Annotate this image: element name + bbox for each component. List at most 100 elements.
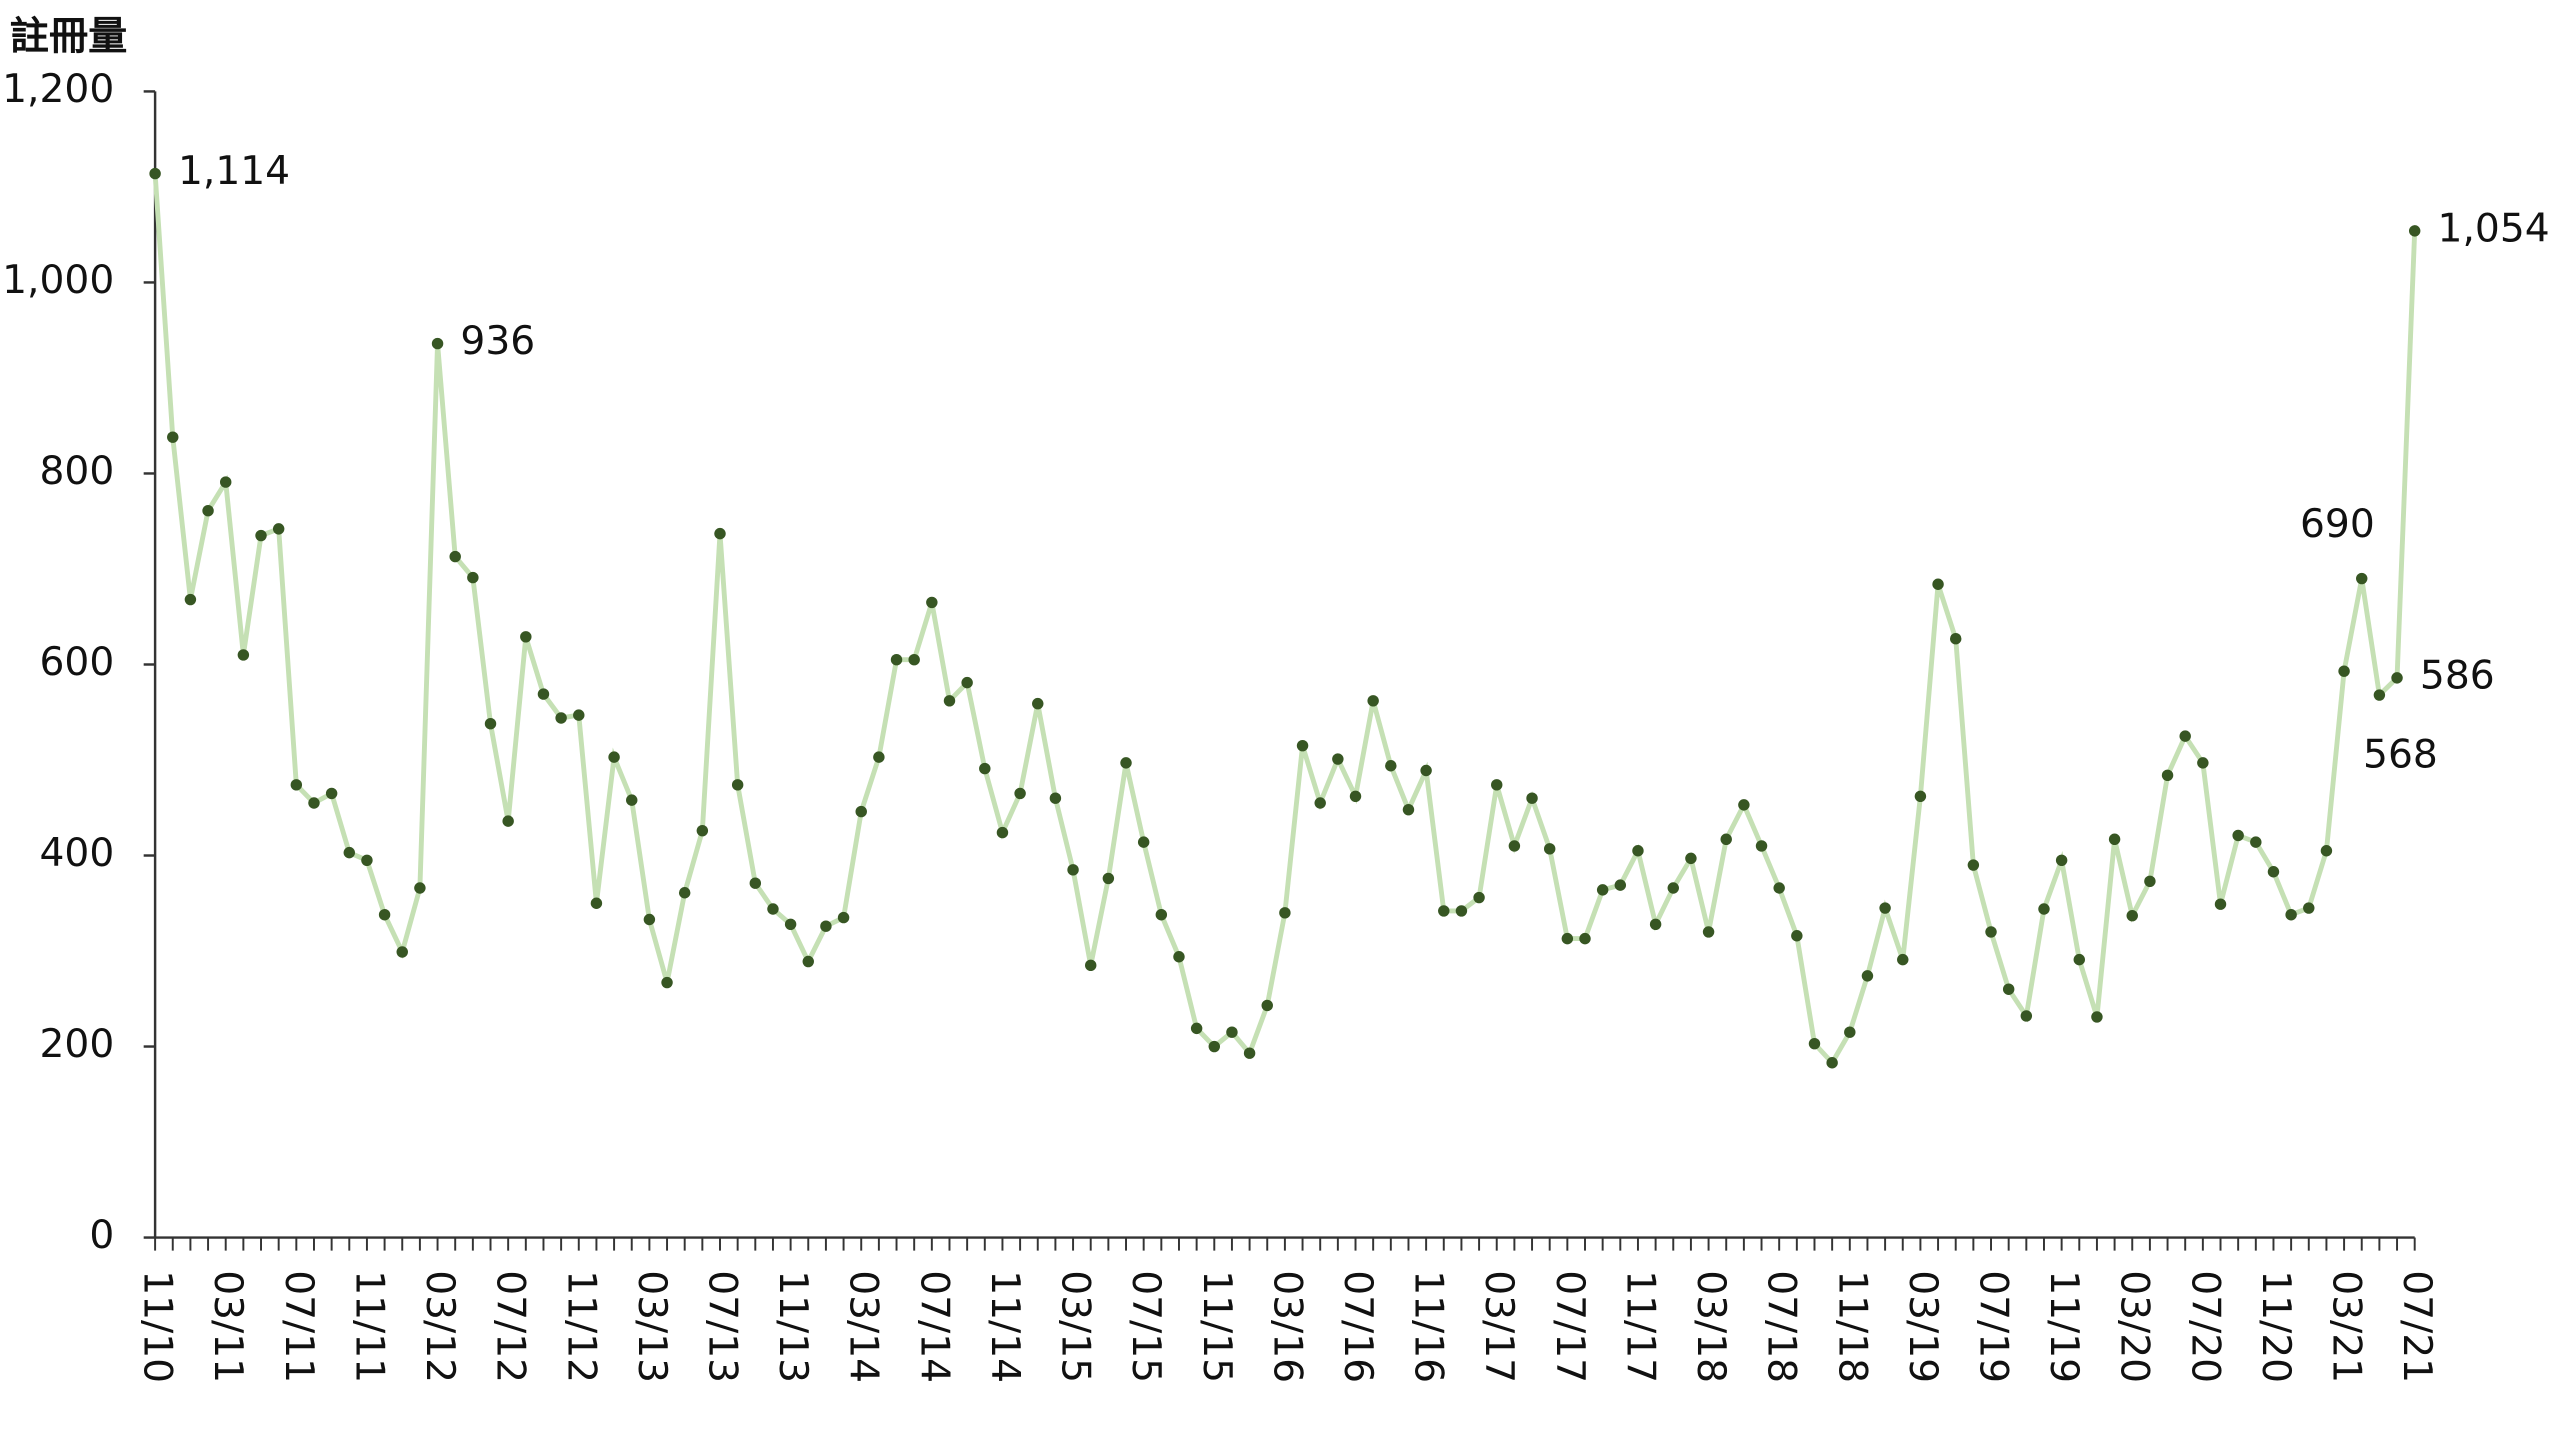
data-point: [2373, 689, 2386, 701]
data-point: [1543, 843, 1556, 855]
data-point: [1032, 697, 1044, 710]
data-point: [1085, 959, 1097, 972]
data-point: [2267, 866, 2280, 878]
data-point: [1773, 882, 1785, 894]
x-tick-label: 03/11: [205, 1270, 250, 1383]
data-point: [2250, 836, 2262, 848]
x-tick-label: 11/20: [2253, 1270, 2298, 1383]
data-point: [2303, 902, 2315, 914]
data-point: [290, 779, 303, 791]
data-point: [1632, 845, 1644, 857]
y-tick-label: 600: [40, 640, 115, 685]
data-point: [696, 824, 709, 837]
data-point: [2038, 903, 2050, 915]
x-tick-label: 07/11: [276, 1270, 321, 1383]
data-point: [661, 976, 673, 989]
data-point: [1861, 970, 1874, 982]
x-tick-label: 07/17: [1547, 1270, 1592, 1383]
y-tick-label: 400: [40, 831, 115, 876]
data-point: [520, 631, 532, 643]
data-point: [237, 649, 250, 661]
data-point: [2002, 983, 2015, 995]
x-tick-label: 11/16: [1406, 1270, 1451, 1383]
data-point: [1332, 753, 1344, 765]
data-point: [1420, 764, 1432, 777]
data-point: [431, 337, 444, 350]
data-point: [2144, 875, 2156, 888]
data-point: [1296, 739, 1309, 752]
data-point: [1649, 918, 1662, 930]
x-tick-label: 11/14: [982, 1270, 1027, 1383]
x-tick-label: 07/21: [2394, 1270, 2439, 1383]
data-label: 936: [460, 319, 535, 364]
data-point: [1596, 884, 1609, 896]
y-tick-label: 200: [40, 1022, 115, 1067]
data-point: [573, 709, 585, 721]
data-point: [784, 918, 797, 930]
data-point: [1261, 999, 1273, 1012]
data-point: [1932, 578, 1944, 590]
data-point: [802, 955, 814, 968]
data-point: [167, 431, 179, 443]
data-point: [626, 794, 638, 806]
data-point: [1102, 872, 1115, 885]
data-point: [926, 596, 938, 609]
y-tick-label: 800: [40, 449, 115, 494]
data-point: [537, 688, 550, 700]
x-tick-label: 07/19: [1971, 1270, 2016, 1383]
data-point: [678, 887, 691, 899]
data-line: [152, 173, 2418, 1067]
data-point: [325, 787, 338, 800]
x-tick-label: 03/19: [1900, 1270, 1945, 1383]
data-point: [1844, 1026, 1856, 1038]
data-point: [855, 805, 867, 818]
data-point: [1208, 1040, 1220, 1053]
data-point: [449, 550, 461, 563]
data-point: [1897, 953, 1909, 966]
x-tick-label: 03/13: [629, 1270, 674, 1383]
data-point: [1067, 864, 1079, 876]
data-point: [820, 920, 832, 932]
x-tick-label: 03/20: [2112, 1270, 2157, 1383]
data-point: [943, 695, 956, 707]
data-point: [2073, 953, 2085, 966]
data-point: [2356, 572, 2368, 585]
data-point: [1402, 803, 1415, 816]
x-tick-label: 03/12: [417, 1270, 462, 1383]
data-point: [1243, 1047, 1256, 1059]
data-point: [1438, 905, 1450, 917]
data-point: [2197, 757, 2209, 769]
data-point: [1967, 859, 1980, 871]
data-label: 586: [2420, 653, 2495, 698]
data-point: [184, 593, 197, 606]
y-tick-label: 0: [89, 1213, 114, 1258]
x-tick-label: 07/16: [1335, 1270, 1380, 1383]
x-tick-label: 03/17: [1476, 1270, 1521, 1383]
x-tick-label: 07/18: [1759, 1270, 1804, 1383]
x-tick-label: 07/13: [700, 1270, 745, 1383]
data-point: [343, 846, 355, 859]
data-point: [1667, 882, 1679, 894]
data-point: [908, 654, 920, 666]
data-point: [255, 529, 267, 542]
data-point: [1190, 1022, 1203, 1035]
data-point: [979, 762, 991, 775]
data-point: [484, 717, 497, 730]
data-point: [202, 505, 214, 517]
data-point: [2055, 854, 2068, 866]
data-point: [378, 909, 391, 921]
data-point: [731, 779, 744, 791]
x-tick-label: 11/11: [346, 1270, 391, 1383]
data-point: [414, 882, 426, 894]
data-point: [1279, 907, 1291, 919]
x-tick-label: 03/16: [1264, 1270, 1309, 1383]
data-point: [767, 903, 779, 915]
data-label: 568: [2363, 733, 2438, 778]
data-label: 1,114: [178, 149, 290, 194]
data-point: [1314, 797, 1326, 809]
data-point: [2285, 909, 2297, 921]
x-tick-label: 11/13: [770, 1270, 815, 1383]
x-tick-label: 11/17: [1617, 1270, 1662, 1383]
data-point: [714, 527, 726, 540]
